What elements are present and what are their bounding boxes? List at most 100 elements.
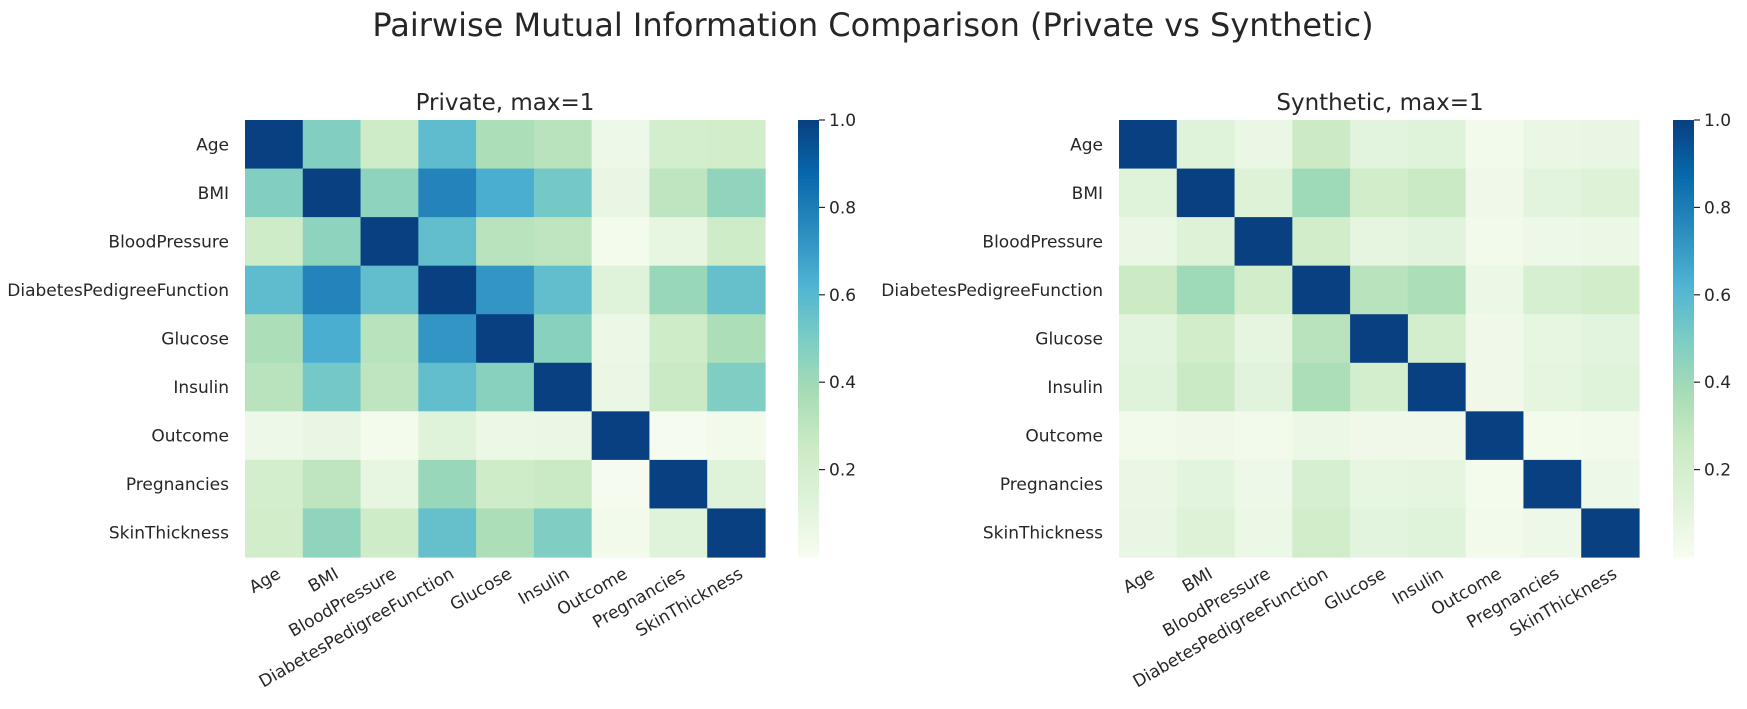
y-tick-label: BMI xyxy=(1072,184,1103,204)
colorbar-band xyxy=(1673,396,1694,402)
colorbar-band xyxy=(1673,502,1694,507)
colorbar-band xyxy=(798,342,819,347)
colorbar-band xyxy=(1673,393,1694,398)
colorbar-band xyxy=(1673,360,1694,365)
heatmap-cell xyxy=(1581,120,1640,170)
heatmap-cell xyxy=(1350,508,1409,558)
heatmap-cell xyxy=(1581,508,1640,558)
heatmap-cell xyxy=(1407,508,1467,558)
heatmap-cell xyxy=(418,314,477,364)
heatmap-cell xyxy=(418,168,477,218)
colorbar-band xyxy=(1673,458,1694,463)
colorbar-band xyxy=(798,465,819,471)
colorbar-band xyxy=(798,258,819,263)
heatmap-cell xyxy=(533,168,593,218)
heatmap-cell xyxy=(476,120,535,170)
colorbar-band xyxy=(1673,338,1694,343)
heatmap-cell xyxy=(1350,217,1409,267)
heatmap-cell xyxy=(649,120,708,170)
colorbar-tick-label: 1.0 xyxy=(829,111,856,131)
colorbar-band xyxy=(798,331,819,336)
heatmap-cell xyxy=(1350,362,1409,412)
colorbar-band xyxy=(798,229,819,234)
colorbar-band xyxy=(1673,265,1694,270)
heatmap-cell xyxy=(476,265,535,315)
colorbar-band xyxy=(798,455,819,460)
colorbar-band xyxy=(1673,363,1694,369)
colorbar-band xyxy=(1673,127,1694,132)
colorbar-band xyxy=(798,185,819,190)
colorbar-band xyxy=(1673,269,1694,274)
heatmap-cell xyxy=(1407,362,1467,412)
colorbar-band xyxy=(798,203,819,208)
colorbar-band xyxy=(1673,498,1694,503)
x-tick-labels-private: Age BMIBloodPressureDiabetesPedigreeFunct… xyxy=(246,564,747,692)
colorbar-band xyxy=(798,371,819,376)
y-tick-label: Insulin xyxy=(173,378,229,398)
colorbar-tick-label: 1.0 xyxy=(1704,111,1731,131)
colorbar-band xyxy=(798,243,819,249)
colorbar-band xyxy=(798,444,819,449)
colorbar-band xyxy=(798,414,819,420)
heatmap-cell xyxy=(1176,411,1236,461)
heatmap-cell xyxy=(1407,411,1467,461)
colorbar-band xyxy=(798,509,819,514)
colorbar-band xyxy=(1673,145,1694,150)
colorbar-band xyxy=(1673,196,1694,201)
heatmap-cell xyxy=(245,120,304,170)
heatmap-cell xyxy=(1407,168,1467,218)
colorbar-band xyxy=(798,546,819,551)
y-tick-label: BMI xyxy=(198,184,229,204)
colorbar-band xyxy=(1673,200,1694,205)
heatmap-cell xyxy=(1523,362,1582,412)
colorbar-band xyxy=(798,411,819,416)
heatmap-cell xyxy=(1523,508,1582,558)
colorbar-band xyxy=(1673,349,1694,354)
y-tick-label: BloodPressure xyxy=(108,232,229,252)
colorbar-synthetic: 0.2 0.4 0.6 0.8 1.0 xyxy=(1673,111,1731,558)
colorbar-band xyxy=(798,334,819,340)
colorbar-band xyxy=(1673,247,1694,252)
colorbar-band xyxy=(798,211,819,216)
colorbar-band xyxy=(798,458,819,463)
colorbar-band xyxy=(1673,414,1694,420)
colorbar-band xyxy=(1673,276,1694,281)
colorbar-band xyxy=(1673,342,1694,347)
colorbar-band xyxy=(1673,462,1694,467)
heatmap-cell xyxy=(302,508,362,558)
colorbar-band xyxy=(1673,283,1694,289)
colorbar-band xyxy=(1673,436,1694,442)
heatmap-cell xyxy=(649,362,708,412)
colorbar-band xyxy=(798,429,819,434)
heatmap-cell xyxy=(1176,217,1236,267)
colorbar-band xyxy=(1673,542,1694,547)
colorbar-band xyxy=(798,218,819,223)
colorbar-band xyxy=(1673,203,1694,208)
colorbar-band xyxy=(1673,400,1694,405)
colorbar-band xyxy=(798,189,819,194)
heatmap-cell xyxy=(649,508,708,558)
y-tick-label: Insulin xyxy=(1047,378,1103,398)
colorbar-band xyxy=(798,491,819,496)
heatmap-cell xyxy=(418,508,477,558)
colorbar-band xyxy=(1673,484,1694,489)
colorbar-band xyxy=(798,181,819,187)
colorbar-band xyxy=(1673,353,1694,358)
colorbar-band xyxy=(798,476,819,482)
colorbar-band xyxy=(798,302,819,307)
colorbar-band xyxy=(1673,331,1694,336)
colorbar-band xyxy=(1673,262,1694,267)
colorbar-band xyxy=(1673,287,1694,292)
heatmap-cell xyxy=(1407,217,1467,267)
heatmap-cell xyxy=(649,265,708,315)
heatmap-cell xyxy=(591,265,651,315)
colorbar-tick-label: 0.6 xyxy=(829,286,856,306)
heatmap-cell xyxy=(1176,120,1236,170)
heatmap-cell xyxy=(1234,314,1293,364)
colorbar-band xyxy=(798,447,819,452)
heatmap-cell xyxy=(533,459,593,510)
heatmap-cell xyxy=(707,459,766,510)
heatmap-cell xyxy=(1350,168,1409,218)
colorbar-band xyxy=(798,123,819,128)
